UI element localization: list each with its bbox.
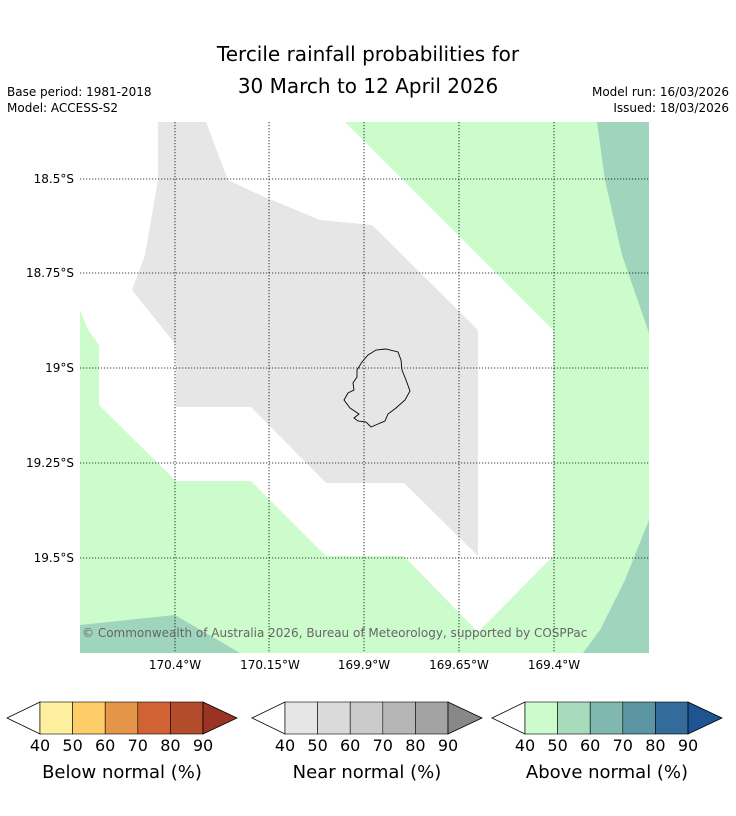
above-normal-40-region-west <box>80 310 480 653</box>
colorbar-extend-low <box>6 701 41 735</box>
above-normal-50-region-southeast <box>583 520 649 653</box>
title-line-2: 30 March to 12 April 2026 <box>237 74 499 98</box>
colorbar-extend-high <box>687 701 723 735</box>
colorbar-extend-low <box>491 701 526 735</box>
colorbar-segment <box>349 701 384 735</box>
meta-left: Base period: 1981-2018 Model: ACCESS-S2 <box>7 84 152 116</box>
colorbar-tick: 90 <box>192 736 214 755</box>
colorbar-tick: 40 <box>514 736 536 755</box>
colorbar-tick: 60 <box>95 736 116 755</box>
lat-label: 19.25°S <box>26 456 74 470</box>
lat-label: 19°S <box>45 361 74 375</box>
colorbar-segment <box>137 701 171 735</box>
lon-label: 170.15°W <box>240 658 300 672</box>
lon-label: 169.65°W <box>429 658 489 672</box>
lon-label: 169.9°W <box>338 658 390 672</box>
title-line-1: Tercile rainfall probabilities for <box>216 42 520 66</box>
colorbar-segment <box>284 701 318 735</box>
lon-label: 169.4°W <box>528 658 580 672</box>
legend-below-normal: 40 50 60 70 80 90 Below normal (%) <box>6 700 238 783</box>
legend-label-above: Above normal (%) <box>525 762 689 783</box>
map-title: Tercile rainfall probabilities for 30 Ma… <box>0 38 736 102</box>
colorbar-segment <box>382 701 416 735</box>
legend-label-near: Near normal (%) <box>292 762 442 783</box>
island-coastline <box>343 348 411 428</box>
colorbar-tick: 50 <box>307 736 328 755</box>
colorbar-segment <box>415 701 449 735</box>
issued-date: Issued: 18/03/2026 <box>613 101 729 115</box>
model-run: Model run: 16/03/2026 <box>591 85 729 99</box>
model-name: Model: ACCESS-S2 <box>7 101 119 115</box>
latitude-labels: 18.5°S 18.75°S 19°S 19.25°S 19.5°S <box>26 172 74 565</box>
lat-label: 18.5°S <box>34 172 74 186</box>
colorbar-segment <box>524 701 558 735</box>
colorbar-near <box>251 701 483 735</box>
colorbar-extend-high <box>447 701 483 735</box>
colorbar-tick: 50 <box>62 736 83 755</box>
colorbar-tick: 40 <box>29 736 51 755</box>
colorbar-tick: 90 <box>677 736 699 755</box>
colorbar-tick: 40 <box>274 736 296 755</box>
colorbar-segment <box>655 701 689 735</box>
legend-above-normal: 40 50 60 70 80 90 Above normal (%) <box>491 700 723 783</box>
colorbar-below <box>6 701 238 735</box>
above-normal-40-region-east <box>345 122 649 653</box>
colorbar-tick: 80 <box>405 736 426 755</box>
colorbar-extend-low <box>251 701 286 735</box>
map-area: © Commonwealth of Australia 2026, Bureau… <box>80 122 649 653</box>
near-normal-40-region <box>132 122 478 556</box>
no-signal-band-east <box>372 190 553 632</box>
colorbar-segment <box>170 701 204 735</box>
legend-near-normal: 40 50 60 70 80 90 Near normal (%) <box>251 700 483 783</box>
lat-label: 18.75°S <box>26 266 74 280</box>
colorbar-segment <box>317 701 351 735</box>
colorbar-tick: 70 <box>127 736 148 755</box>
colorbar-segment <box>72 701 106 735</box>
colorbar-tick: 80 <box>160 736 181 755</box>
map-figure: © Commonwealth of Australia 2026, Bureau… <box>26 122 649 672</box>
colorbar-tick: 80 <box>645 736 666 755</box>
gridlines <box>80 122 649 653</box>
colorbar-extend-high <box>202 701 238 735</box>
colorbar-above <box>491 701 723 735</box>
colorbar-segment <box>622 701 656 735</box>
longitude-labels: 170.4°W 170.15°W 169.9°W 169.65°W 169.4°… <box>149 658 580 672</box>
colorbar-tick: 60 <box>580 736 601 755</box>
above-normal-50-region-east <box>597 122 649 333</box>
copyright-notice: © Commonwealth of Australia 2026, Bureau… <box>82 626 587 640</box>
colorbar-tick: 90 <box>437 736 459 755</box>
above-normal-50-region-southwest <box>80 615 240 653</box>
colorbar-segment <box>589 701 624 735</box>
colorbar-segment <box>39 701 73 735</box>
legend-label-below: Below normal (%) <box>42 762 202 783</box>
lon-label: 170.4°W <box>149 658 201 672</box>
meta-right: Model run: 16/03/2026 Issued: 18/03/2026 <box>592 84 729 116</box>
colorbar-segment <box>557 701 591 735</box>
colorbar-tick: 70 <box>372 736 393 755</box>
colorbar-tick: 50 <box>547 736 568 755</box>
colorbar-segment <box>104 701 139 735</box>
lat-label: 19.5°S <box>34 551 74 565</box>
colorbar-tick: 70 <box>612 736 633 755</box>
base-period: Base period: 1981-2018 <box>7 85 152 99</box>
colorbar-tick: 60 <box>340 736 361 755</box>
